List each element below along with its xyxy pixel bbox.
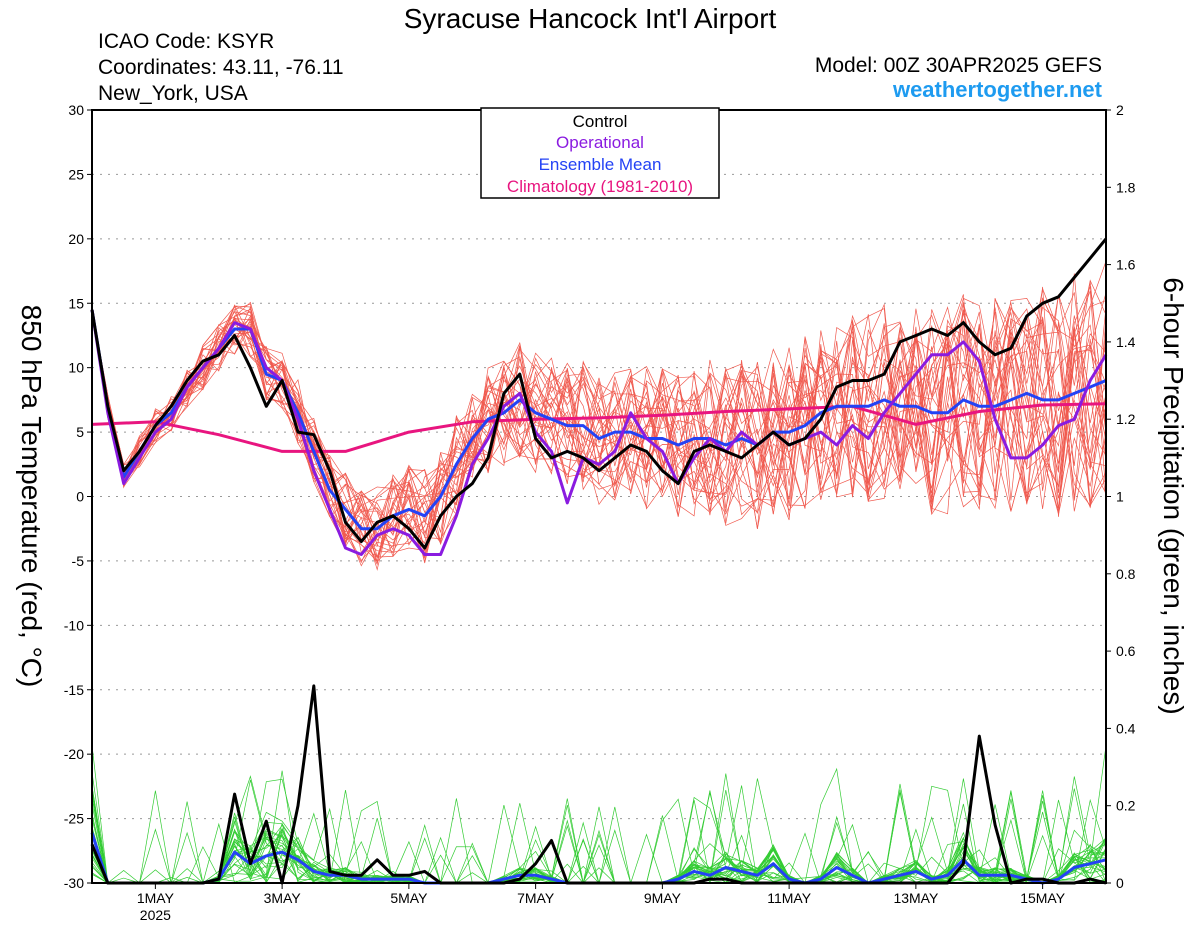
model-run: Model: 00Z 30APR2025 GEFS [815, 54, 1102, 77]
y-left-tick-label: -5 [72, 553, 85, 569]
precip-member-line [91, 790, 1107, 884]
icao-code: ICAO Code: KSYR [98, 30, 274, 53]
x-tick-label: 3MAY [264, 890, 302, 906]
y-left-tick-label: -25 [64, 811, 84, 827]
y-left-tick-label: 15 [68, 295, 84, 311]
temp-member-line [91, 279, 1107, 547]
temp-member-line [91, 292, 1107, 564]
temp-member-line [91, 298, 1107, 538]
temp-member-line [91, 306, 1107, 564]
y-left-tick-label: -10 [64, 617, 84, 633]
y-left-tick-label: -30 [64, 875, 84, 891]
y-right-tick-label: 0.2 [1116, 798, 1136, 814]
x-tick-sublabel: 2025 [140, 907, 171, 923]
y-right-tick-label: 1.6 [1116, 257, 1136, 273]
temp-climatology-1981-2010-line [91, 402, 1107, 453]
y-right-tick-label: 1.4 [1116, 334, 1136, 350]
page-title: Syracuse Hancock Int'l Airport [404, 3, 777, 34]
x-tick-label: 9MAY [644, 890, 682, 906]
precip-members [91, 745, 1107, 884]
legend-operational: Operational [556, 133, 644, 152]
coordinates: Coordinates: 43.11, -76.11 [98, 56, 344, 79]
x-tick-label: 5MAY [390, 890, 428, 906]
y-right-tick-label: 0.6 [1116, 643, 1136, 659]
y-right-tick-label: 1 [1116, 489, 1124, 505]
y-left-tick-label: 25 [68, 166, 84, 182]
x-tick-label: 15MAY [1020, 890, 1066, 906]
x-tick-label: 1MAY [137, 890, 175, 906]
y-left-tick-label: 5 [76, 424, 84, 440]
y-right-tick-label: 0 [1116, 875, 1124, 891]
x-tick-label: 13MAY [893, 890, 939, 906]
x-tick-label: 11MAY [767, 890, 811, 906]
x-tick-label: 7MAY [517, 890, 555, 906]
location: New_York, USA [98, 82, 248, 105]
precip-member-line [91, 773, 1107, 884]
temp-ensemble-mean-line [90, 309, 1107, 531]
temp-member-line [91, 297, 1107, 558]
y-right-tick-label: 1.2 [1116, 411, 1136, 427]
y-axis-right-label: 6-hour Precipitation (green, inches) [1158, 277, 1189, 714]
y-left-tick-label: 20 [68, 231, 84, 247]
legend-box [480, 107, 720, 199]
y-right-tick-label: 2 [1116, 102, 1124, 118]
gridlines [92, 109, 1106, 884]
legend: Control Operational Ensemble Mean Climat… [480, 107, 720, 199]
temp-operational-line [90, 309, 1108, 556]
legend-ensemble-mean: Ensemble Mean [539, 155, 662, 174]
y-right-tick-label: 0.4 [1116, 720, 1136, 736]
y-left-tick-label: -15 [64, 682, 84, 698]
y-right-tick-label: 0.8 [1116, 566, 1136, 582]
y-left-tick-label: 10 [68, 360, 84, 376]
temp-member-line [91, 290, 1107, 563]
temp-control-line [90, 237, 1108, 550]
y-axis-left-label: 850 hPa Temperature (red, °C) [16, 305, 47, 688]
y-right-tick-label: 1.8 [1116, 179, 1136, 195]
axis-ticks: 302520151050-5-10-15-20-25-3021.81.61.41… [64, 102, 1136, 923]
y-left-tick-label: -20 [64, 746, 84, 762]
legend-control: Control [573, 112, 628, 131]
legend-climatology: Climatology (1981-2010) [507, 177, 693, 196]
y-left-tick-label: 30 [68, 102, 84, 118]
brand-link[interactable]: weathertogether.net [892, 77, 1103, 102]
y-left-tick-label: 0 [76, 489, 84, 505]
